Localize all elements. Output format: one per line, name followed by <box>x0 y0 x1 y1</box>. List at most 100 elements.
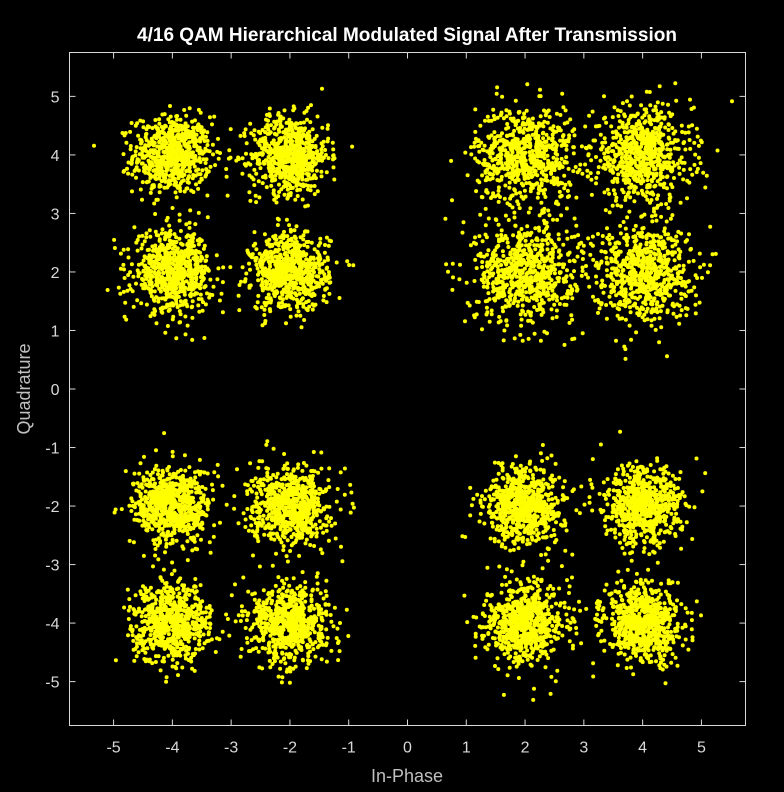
data-point <box>579 144 584 149</box>
data-point <box>183 298 188 303</box>
data-point <box>164 145 169 150</box>
data-point <box>499 111 504 116</box>
data-point <box>272 197 277 202</box>
data-point <box>211 152 215 157</box>
data-point <box>465 173 470 178</box>
data-point <box>620 101 625 106</box>
data-point <box>523 278 528 283</box>
data-point <box>450 261 455 266</box>
data-point <box>195 138 200 143</box>
data-point <box>686 130 691 135</box>
data-point <box>158 289 163 294</box>
data-point <box>184 169 189 174</box>
data-point <box>310 307 315 312</box>
data-point <box>552 242 557 247</box>
data-point <box>265 123 270 127</box>
data-point <box>121 169 126 174</box>
data-point <box>278 260 283 265</box>
data-point <box>647 152 652 157</box>
data-point <box>704 173 709 178</box>
data-point <box>157 265 162 270</box>
data-point <box>140 233 145 238</box>
data-point <box>304 177 309 182</box>
data-point <box>337 296 342 300</box>
data-point <box>483 161 488 166</box>
data-point <box>534 150 539 154</box>
data-point <box>550 128 555 133</box>
data-point <box>195 291 199 296</box>
data-point <box>273 248 278 253</box>
data-point <box>301 147 306 151</box>
data-point <box>639 103 644 108</box>
data-point <box>523 312 528 317</box>
data-point <box>156 279 161 284</box>
data-point <box>516 261 520 266</box>
data-point <box>692 162 697 167</box>
data-point <box>326 123 330 128</box>
data-point <box>508 274 513 279</box>
data-point <box>635 179 640 183</box>
data-point <box>672 176 676 180</box>
data-point <box>629 182 634 187</box>
data-point <box>167 178 172 183</box>
data-point <box>152 133 157 138</box>
data-point <box>152 307 157 312</box>
data-point <box>518 293 523 297</box>
data-point <box>125 166 129 171</box>
data-point <box>665 147 670 152</box>
data-point <box>513 282 518 287</box>
data-point <box>294 182 299 187</box>
data-point <box>306 299 311 303</box>
data-point <box>178 229 183 233</box>
data-point <box>243 277 248 282</box>
data-point <box>160 247 165 251</box>
data-point <box>473 107 478 112</box>
data-point <box>160 162 165 167</box>
data-point <box>171 175 176 180</box>
data-point <box>323 243 327 247</box>
data-point <box>675 146 680 151</box>
data-point <box>579 273 584 278</box>
data-point <box>485 269 490 274</box>
data-point <box>550 259 554 264</box>
data-point <box>191 173 196 177</box>
data-point <box>518 272 523 277</box>
data-point <box>152 201 157 206</box>
data-point <box>300 197 305 202</box>
data-point <box>213 163 218 168</box>
data-point <box>490 158 495 163</box>
data-point <box>604 120 609 125</box>
data-point <box>281 116 286 121</box>
data-point <box>144 235 149 240</box>
data-point <box>123 131 128 135</box>
data-point <box>126 273 131 277</box>
data-point <box>288 307 293 312</box>
data-point <box>573 165 578 169</box>
data-point <box>218 151 222 155</box>
data-point <box>262 313 267 317</box>
data-point <box>478 123 483 128</box>
data-point <box>301 237 306 242</box>
data-point <box>297 144 302 149</box>
data-point <box>510 193 515 198</box>
data-point <box>545 256 550 261</box>
data-point <box>167 138 172 143</box>
data-point <box>192 164 197 169</box>
data-point <box>649 122 654 127</box>
data-point <box>541 229 546 234</box>
data-point <box>121 289 126 294</box>
data-point <box>519 227 524 231</box>
data-point <box>540 238 545 243</box>
data-point <box>562 295 567 300</box>
data-point <box>143 163 148 168</box>
data-point <box>611 188 616 193</box>
data-point <box>198 139 203 144</box>
data-point <box>261 175 265 179</box>
data-point <box>250 153 255 158</box>
data-point <box>216 136 220 141</box>
data-point <box>175 148 180 153</box>
data-point <box>129 121 134 125</box>
data-point <box>624 160 629 165</box>
data-point <box>510 247 515 252</box>
data-point <box>205 193 210 198</box>
